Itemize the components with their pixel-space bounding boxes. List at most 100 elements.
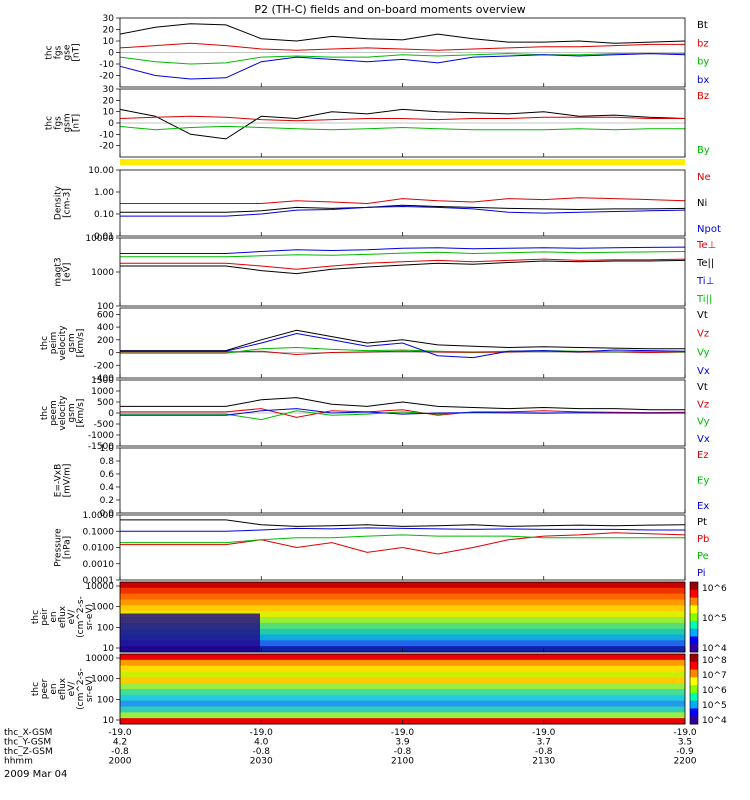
y-axis-label-line: gsm	[67, 403, 77, 422]
y-axis-label-line: [eV]	[63, 263, 73, 282]
orbit-row-value: 4.0	[254, 738, 269, 748]
y-tick-label: 0.2	[100, 496, 114, 506]
panel-10: 10^8 10^7 10^6 10^5 10^4 10000 1000 100 10 thc pee…	[31, 653, 727, 726]
colorbar-tick-label: 10^6	[702, 584, 727, 594]
series-line-Pe	[120, 534, 685, 544]
legend-entry: Vx	[697, 366, 710, 377]
y-tick-label: 100	[97, 302, 114, 312]
legend-entry: Vz	[697, 399, 709, 410]
y-axis-label-line: fgs	[54, 45, 64, 59]
colorbar-tick-label: 10^5	[702, 701, 727, 711]
legend-entry: Npot	[697, 224, 721, 235]
y-tick-label: -400	[94, 374, 115, 384]
y-tick-label: 0	[108, 49, 114, 59]
y-tick-label: 0.0001	[83, 576, 115, 586]
spectrogram-band	[120, 659, 685, 667]
y-tick-label: -200	[94, 361, 115, 371]
legend-entry: bz	[697, 38, 709, 49]
series-line-Bt	[119, 23, 686, 44]
legend-entry: Vz	[697, 329, 709, 340]
colorbar-frame	[689, 581, 699, 653]
panel-9: 10^6 10^5 10^4 10000 1000 100 10 thc peir en eflux…	[31, 581, 727, 654]
spectrogram-quiet-region	[120, 613, 260, 652]
series-line-Pt	[120, 519, 686, 527]
y-tick-label: -20	[99, 142, 114, 152]
y-tick-label: 0.6	[100, 470, 115, 480]
colorbar-tick-label: 10^7	[702, 671, 727, 681]
spectrogram-band	[120, 671, 685, 678]
y-tick-label: 0.0	[100, 509, 115, 519]
y-tick-label: 1000	[91, 675, 114, 685]
y-tick-label: 0	[108, 409, 114, 419]
legend-entry: Ni	[697, 198, 707, 209]
colorbar-segment	[690, 589, 698, 599]
spectrogram-band	[120, 611, 685, 618]
y-axis-label: thc peem velocity gsm [km/s]	[40, 395, 86, 431]
legend-entry: Vt	[697, 310, 708, 321]
y-tick-label: 10	[103, 716, 115, 726]
colorbar-segment	[690, 636, 698, 645]
y-axis-label-line: (cm^2-s-	[76, 668, 86, 710]
y-tick-label: -10	[99, 60, 114, 70]
orbit-row-value: -19.0	[673, 728, 697, 738]
legend-entry: Ey	[697, 476, 709, 487]
y-tick-label: 10	[103, 37, 115, 47]
y-tick-label: 0.4	[100, 483, 115, 493]
orbit-row-label: hhmm	[4, 757, 33, 767]
y-axis-label-line: E=-VxB	[54, 464, 64, 498]
plot-title: P2 (TH-C) fields and on-board moments ov…	[254, 3, 525, 16]
series-line-Te	[120, 258, 686, 270]
y-axis-label-line: [nT]	[72, 114, 82, 132]
y-tick-label: 10000	[85, 654, 114, 664]
colorbar-tick-label: 10^5	[702, 614, 727, 624]
y-axis-label-line: fgs	[54, 116, 64, 130]
y-tick-label: 10	[103, 644, 115, 654]
legend-entry: Bz	[697, 91, 709, 102]
orbit-row-value: 2130	[532, 757, 555, 767]
orbit-row-value: 3.9	[395, 738, 410, 748]
orbit-row-value: 3.5	[678, 738, 692, 748]
y-tick-label: 1.0	[100, 444, 115, 454]
legend-entry: Te⊥	[696, 240, 716, 251]
spectrogram-band	[120, 700, 685, 707]
y-axis-label: Pressure [nPa]	[54, 528, 73, 567]
y-axis-label: thc fgs gse [nT]	[45, 43, 82, 61]
legend-entry: Ne	[697, 172, 711, 183]
legend-entry: by	[697, 57, 709, 68]
spectrogram-band	[120, 654, 685, 661]
series-line-Ni	[120, 204, 686, 213]
orbit-row-value: -19.0	[250, 728, 274, 738]
series-line-Bz	[119, 115, 685, 122]
legend-entry: Ex	[697, 501, 709, 512]
y-axis-label-line: thc	[40, 336, 50, 350]
series-line-Vt	[120, 329, 685, 352]
y-tick-label: 0	[108, 119, 114, 129]
y-tick-label: 10	[103, 108, 115, 118]
y-axis-label-line: gse	[63, 44, 73, 60]
spectrogram-band	[120, 593, 685, 600]
series-line-Ne	[120, 197, 686, 205]
y-axis-label-line: eflux	[58, 605, 68, 628]
colorbar-segment	[690, 597, 698, 606]
y-tick-label: 10.00	[88, 166, 114, 176]
y-axis-label-line: thc	[40, 406, 50, 420]
y-tick-label: 0.0100	[83, 544, 115, 554]
colorbar-segment	[690, 661, 698, 671]
y-axis-label-line: en	[49, 683, 59, 694]
y-axis-label-line: gsm	[67, 333, 77, 352]
orbit-row-value: -19.0	[391, 728, 415, 738]
y-tick-label: 1000	[91, 603, 114, 613]
orbit-row-label: thc_Y-GSM	[4, 738, 51, 748]
panel-background	[120, 448, 685, 513]
y-tick-label: 0.8	[100, 457, 115, 467]
y-axis-label-line: thc	[31, 610, 41, 624]
legend-entry: Ti||	[696, 294, 712, 305]
colorbar-segment	[690, 620, 698, 630]
spectrogram-band	[120, 605, 685, 612]
y-tick-label: 0.10	[94, 210, 114, 220]
legend-entry: Pb	[697, 534, 709, 545]
y-tick-label: 1.0000	[83, 511, 115, 521]
spectrogram-band	[120, 628, 685, 635]
spectrogram-band	[120, 617, 685, 624]
